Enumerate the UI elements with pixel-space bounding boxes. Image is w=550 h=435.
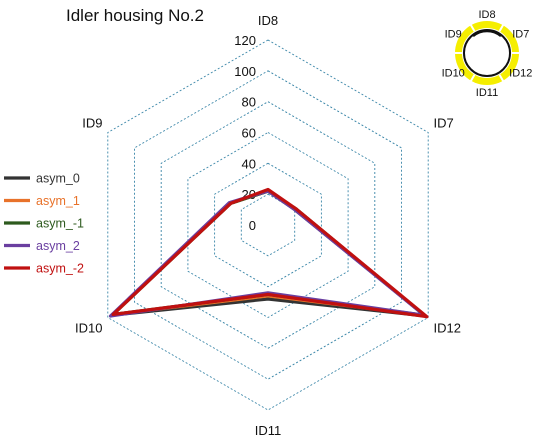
tick-label-80: 80 <box>242 95 256 110</box>
inset-label-id7: ID7 <box>512 29 529 41</box>
inset-segment-gap <box>469 74 476 83</box>
grid-ring-100 <box>134 70 402 380</box>
axis-label-id10: ID10 <box>75 321 102 336</box>
inset-top-arc <box>472 29 502 38</box>
grid-ring-20 <box>240 193 296 257</box>
tick-label-60: 60 <box>242 126 256 141</box>
inset-label-id11: ID11 <box>476 87 498 99</box>
grid-ring-120 <box>107 39 429 411</box>
tick-label-120: 120 <box>234 33 256 48</box>
inset-segment-gap <box>469 23 476 32</box>
axis-label-id8: ID8 <box>258 13 278 28</box>
legend-label-asym-0: asym_0 <box>36 172 80 186</box>
legend-label-asym-2: asym_2 <box>36 239 80 253</box>
legend-label-asym-1: asym_-1 <box>36 217 84 231</box>
tick-label-40: 40 <box>242 156 256 171</box>
series-lines <box>108 187 429 319</box>
inset-segment-gap <box>498 23 505 32</box>
inset-label-id9: ID9 <box>445 29 462 41</box>
idler-position-inset: ID8 ID7 ID12 ID11 ID10 ID9 <box>442 9 533 99</box>
axis-label-id12: ID12 <box>434 321 461 336</box>
axis-labels: ID8 ID7 ID12 ID11 ID10 ID9 <box>75 13 461 435</box>
axis-label-id9: ID9 <box>82 116 102 131</box>
grid-ring-40 <box>214 162 322 288</box>
legend-label-asym-2: asym_-2 <box>36 262 84 276</box>
inset-housing-circle <box>463 29 511 77</box>
radar-grid <box>107 39 429 411</box>
grid-ring-80 <box>160 101 376 349</box>
axis-label-id7: ID7 <box>434 116 454 131</box>
inset-label-id8: ID8 <box>478 9 495 21</box>
chart-title: Idler housing No.2 <box>66 6 204 25</box>
series-line-asym-1 <box>111 189 426 317</box>
tick-label-0: 0 <box>249 218 256 233</box>
grid-ring-60 <box>187 131 349 319</box>
inset-label-id12: ID12 <box>509 68 532 80</box>
legend: asym_0 asym_1 asym_-1 asym_2 asym_-2 <box>4 172 84 276</box>
axis-label-id11: ID11 <box>255 423 282 435</box>
inset-label-id10: ID10 <box>442 68 465 80</box>
series-line-asym-2 <box>111 187 429 319</box>
inset-segment-gap <box>498 74 505 83</box>
tick-label-100: 100 <box>234 64 256 79</box>
legend-label-asym-1: asym_1 <box>36 194 80 208</box>
